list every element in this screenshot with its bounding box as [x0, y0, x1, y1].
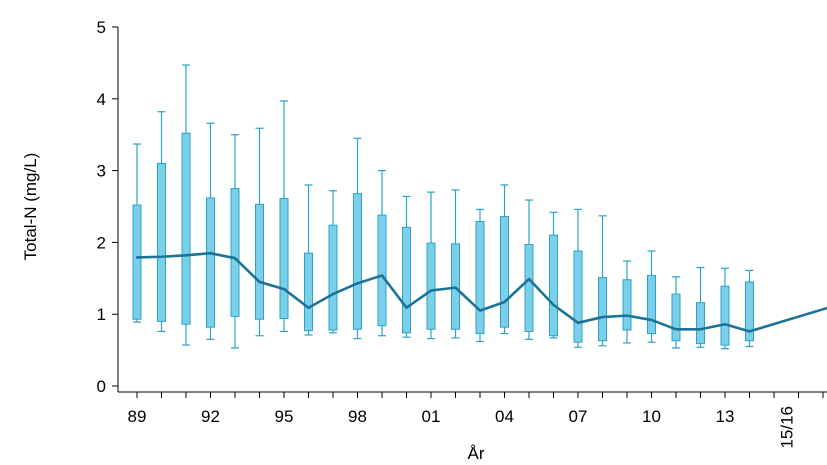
box-plot [745, 269, 754, 348]
box [524, 244, 534, 332]
x-tick-label: 15/16 [777, 406, 796, 449]
x-tick-label: 07 [569, 407, 588, 426]
x-tick-label: 89 [128, 407, 147, 426]
x-tick-label: 04 [495, 407, 514, 426]
box-plot [279, 100, 289, 333]
box-plot [353, 137, 362, 340]
box-plot [549, 211, 558, 339]
x-axis-title: År [468, 444, 485, 463]
box-plot [720, 267, 730, 350]
box-plot [255, 127, 264, 337]
box [255, 203, 264, 320]
box [328, 224, 338, 331]
box [671, 293, 681, 342]
box [279, 198, 289, 320]
box-plot [230, 134, 240, 349]
box-plot [696, 266, 705, 348]
x-tick-label: 98 [348, 407, 367, 426]
box [475, 221, 485, 335]
box-plot [181, 64, 191, 346]
box-plot [598, 215, 607, 347]
x-tick-label: 95 [275, 407, 294, 426]
series-line [135, 251, 827, 333]
y-tick-label: 2 [97, 233, 106, 252]
box-plot [402, 195, 411, 338]
box-plot [524, 199, 534, 340]
box [353, 193, 362, 330]
box [230, 188, 240, 317]
x-tick-label: 92 [201, 407, 220, 426]
box-plot [671, 276, 681, 349]
box [377, 214, 387, 327]
box-plot [328, 190, 338, 334]
boxes-layer [132, 64, 754, 350]
box [720, 285, 730, 346]
y-tick-label: 0 [97, 377, 106, 396]
box [647, 274, 656, 335]
box-plot [500, 184, 509, 335]
box [622, 279, 632, 331]
box-plot [377, 170, 387, 337]
box [500, 216, 509, 328]
box [426, 242, 436, 330]
x-tick-label: 10 [642, 407, 661, 426]
box-plot [426, 191, 436, 340]
x-tick-label: 13 [716, 407, 735, 426]
box-plot [622, 260, 632, 344]
box [181, 132, 191, 325]
box [549, 234, 558, 337]
box [157, 162, 166, 322]
box [745, 281, 754, 342]
x-tick-label: 01 [422, 407, 441, 426]
box-plot [304, 184, 313, 336]
y-ticks: 0 1 2 3 4 5 [97, 18, 118, 396]
box [402, 226, 411, 334]
box-plot [157, 111, 166, 333]
box-plot [206, 122, 215, 340]
y-tick-label: 4 [97, 90, 106, 109]
box [696, 302, 705, 345]
y-tick-label: 1 [97, 305, 106, 324]
box [573, 250, 583, 343]
y-tick-label: 3 [97, 162, 106, 181]
axes [117, 27, 827, 393]
y-tick-label: 5 [97, 18, 106, 37]
box [132, 204, 142, 320]
box-plot [573, 208, 583, 348]
box-plot [475, 208, 485, 343]
box [598, 277, 607, 342]
box-plot [451, 189, 460, 339]
box-plot [647, 250, 656, 343]
box-plot [132, 143, 142, 323]
trend-line-layer [135, 251, 827, 333]
y-axis-title: Total-N (mg/L) [21, 153, 40, 261]
box [206, 197, 215, 328]
box [304, 252, 313, 332]
